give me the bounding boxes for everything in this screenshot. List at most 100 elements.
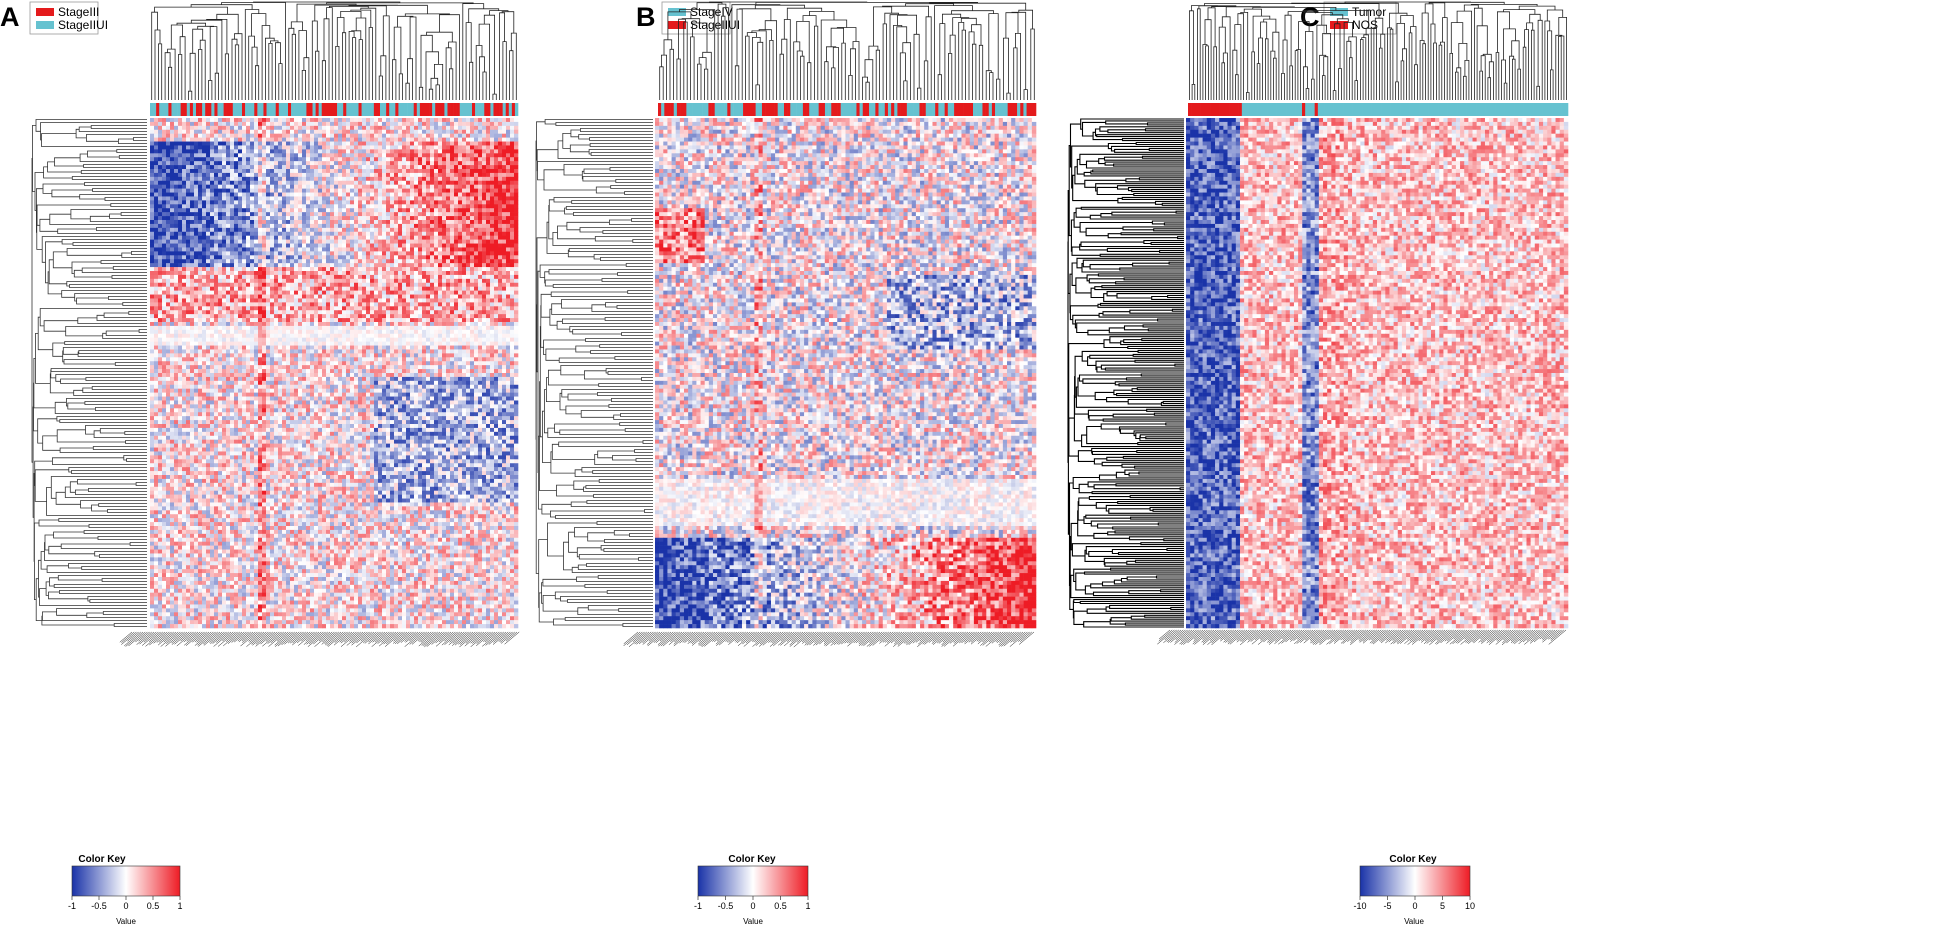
heatmap-cell <box>430 185 434 189</box>
heatmap-cell <box>198 157 202 161</box>
heatmap-cell <box>270 302 274 306</box>
heatmap-cell <box>302 185 306 189</box>
heatmap-cell <box>214 298 218 302</box>
heatmap-cell <box>374 220 378 224</box>
annotation-cell <box>199 103 202 116</box>
heatmap-cell <box>258 173 262 177</box>
heatmap-cell <box>370 122 374 126</box>
heatmap-cell <box>430 204 434 208</box>
heatmap-cell <box>418 142 422 146</box>
heatmap-cell <box>394 220 398 224</box>
heatmap-cell <box>398 298 402 302</box>
heatmap-cell <box>246 271 250 275</box>
heatmap-cell <box>454 306 458 310</box>
heatmap-cell <box>438 145 442 149</box>
heatmap-cell <box>446 302 450 306</box>
heatmap-cell <box>506 279 510 283</box>
heatmap-cell <box>198 200 202 204</box>
heatmap-cell <box>294 314 298 318</box>
heatmap-cell <box>458 157 462 161</box>
heatmap-cell <box>474 161 478 165</box>
heatmap-cell <box>162 279 166 283</box>
heatmap-cell <box>250 212 254 216</box>
heatmap-cell <box>506 189 510 193</box>
heatmap-cell <box>362 142 366 146</box>
heatmap-cell <box>514 165 518 169</box>
heatmap-cell <box>478 298 482 302</box>
heatmap-cell <box>222 193 226 197</box>
heatmap-cell <box>330 244 334 248</box>
heatmap-cell <box>506 314 510 318</box>
heatmap-cell <box>378 122 382 126</box>
heatmap-cell <box>326 122 330 126</box>
heatmap-cell <box>270 216 274 220</box>
heatmap-cell <box>270 322 274 326</box>
heatmap-cell <box>470 169 474 173</box>
heatmap-cell <box>274 322 278 326</box>
heatmap-cell <box>414 267 418 271</box>
heatmap-cell <box>278 177 282 181</box>
heatmap-cell <box>278 145 282 149</box>
heatmap-cell <box>406 251 410 255</box>
heatmap-cell <box>326 196 330 200</box>
heatmap-cell <box>278 259 282 263</box>
heatmap-cell <box>474 232 478 236</box>
heatmap-cell <box>502 173 506 177</box>
heatmap-cell <box>262 189 266 193</box>
heatmap-cell <box>270 165 274 169</box>
heatmap-cell <box>250 138 254 142</box>
heatmap-cell <box>182 169 186 173</box>
heatmap-cell <box>442 247 446 251</box>
heatmap-cell <box>438 318 442 322</box>
heatmap-cell <box>158 310 162 314</box>
heatmap-cell <box>482 196 486 200</box>
heatmap-cell <box>274 236 278 240</box>
heatmap-cell <box>434 275 438 279</box>
heatmap-cell <box>434 126 438 130</box>
heatmap-cell <box>334 247 338 251</box>
heatmap-cell <box>486 310 490 314</box>
heatmap-cell <box>158 185 162 189</box>
heatmap-cell <box>154 232 158 236</box>
heatmap-cell <box>370 193 374 197</box>
heatmap-cell <box>390 291 394 295</box>
heatmap-cell <box>498 310 502 314</box>
heatmap-cell <box>362 196 366 200</box>
heatmap-cell <box>286 275 290 279</box>
heatmap-cell <box>350 196 354 200</box>
heatmap-cell <box>430 318 434 322</box>
heatmap-cell <box>414 291 418 295</box>
heatmap-cell <box>210 208 214 212</box>
heatmap-cell <box>186 216 190 220</box>
heatmap-cell <box>206 161 210 165</box>
heatmap-cell <box>482 271 486 275</box>
heatmap-cell <box>266 145 270 149</box>
heatmap-cell <box>302 122 306 126</box>
heatmap-cell <box>510 208 514 212</box>
heatmap-cell <box>346 267 350 271</box>
heatmap-cell <box>226 279 230 283</box>
heatmap-cell <box>226 318 230 322</box>
heatmap-cell <box>274 271 278 275</box>
heatmap-cell <box>406 240 410 244</box>
heatmap-cell <box>222 189 226 193</box>
heatmap-cell <box>230 302 234 306</box>
heatmap-cell <box>302 263 306 267</box>
heatmap-cell <box>286 185 290 189</box>
heatmap-cell <box>150 247 154 251</box>
heatmap-cell <box>462 310 466 314</box>
heatmap-cell <box>218 298 222 302</box>
heatmap-cell <box>426 240 430 244</box>
heatmap-cell <box>474 157 478 161</box>
heatmap-cell <box>274 232 278 236</box>
heatmap-cell <box>306 287 310 291</box>
heatmap-cell <box>182 185 186 189</box>
heatmap-cell <box>502 142 506 146</box>
heatmap-cell <box>214 267 218 271</box>
heatmap-cell <box>414 193 418 197</box>
heatmap-cell <box>190 279 194 283</box>
heatmap-cell <box>154 291 158 295</box>
heatmap-cell <box>334 177 338 181</box>
heatmap-cell <box>314 122 318 126</box>
heatmap-cell <box>202 161 206 165</box>
